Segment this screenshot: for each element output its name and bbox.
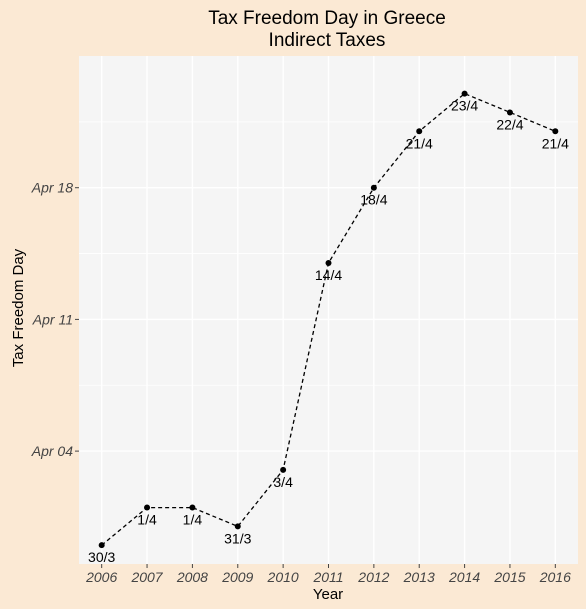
data-label-2016: 21/4 [542,135,569,151]
y-tick-label-2: Apr 18 [31,180,73,196]
data-label-2007: 1/4 [137,512,157,528]
y-axis-title: Tax Freedom Day [10,248,27,367]
data-point-2007 [144,504,151,511]
x-tick-label-7: 2013 [403,569,435,585]
data-point-2013 [416,128,423,135]
x-tick-label-0: 2006 [85,569,117,585]
y-tick-label-1: Apr 11 [32,311,73,327]
y-tick-label-0: Apr 04 [31,443,73,459]
data-labels: 30/3 1/4 1/4 31/3 3/4 14/4 18/4 21/4 23/4 22/4 21/… [88,98,569,566]
data-point-2008 [189,504,196,511]
x-tick-label-10: 2016 [539,569,571,585]
data-label-2010: 3/4 [273,474,293,490]
data-point-2014 [461,90,468,97]
data-label-2011: 14/4 [315,267,342,283]
x-tick-label-4: 2010 [267,569,299,585]
grid [79,56,578,564]
x-tick-label-5: 2011 [312,569,343,585]
x-tick-label-3: 2009 [221,569,253,585]
data-label-2008: 1/4 [183,512,203,528]
x-tick-label-9: 2015 [493,569,525,585]
data-point-2012 [370,184,377,191]
data-label-2013: 21/4 [406,135,433,151]
data-label-2009: 31/3 [224,530,251,546]
data-point-2010 [280,466,287,473]
data-label-2014: 23/4 [451,98,478,114]
data-point-2009 [234,523,241,530]
axes: Apr 04 Apr 11 Apr 18 2006 2007 2008 2009 2010 20… [31,180,571,585]
data-points [98,90,559,549]
chart-title: Tax Freedom Day in Greece [208,8,446,29]
data-point-2016 [552,128,559,135]
data-label-2006: 30/3 [88,549,115,565]
chart-subtitle: Indirect Taxes [269,30,386,51]
data-point-2015 [506,109,513,116]
x-tick-label-1: 2007 [130,569,163,585]
x-tick-label-2: 2008 [176,569,208,585]
data-point-2011 [325,259,332,266]
data-point-2006 [98,542,105,549]
data-label-2015: 22/4 [496,116,523,132]
x-tick-label-8: 2014 [448,569,480,585]
data-label-2012: 18/4 [360,192,387,208]
x-axis-title: Year [313,586,343,603]
x-tick-label-6: 2012 [357,569,389,585]
